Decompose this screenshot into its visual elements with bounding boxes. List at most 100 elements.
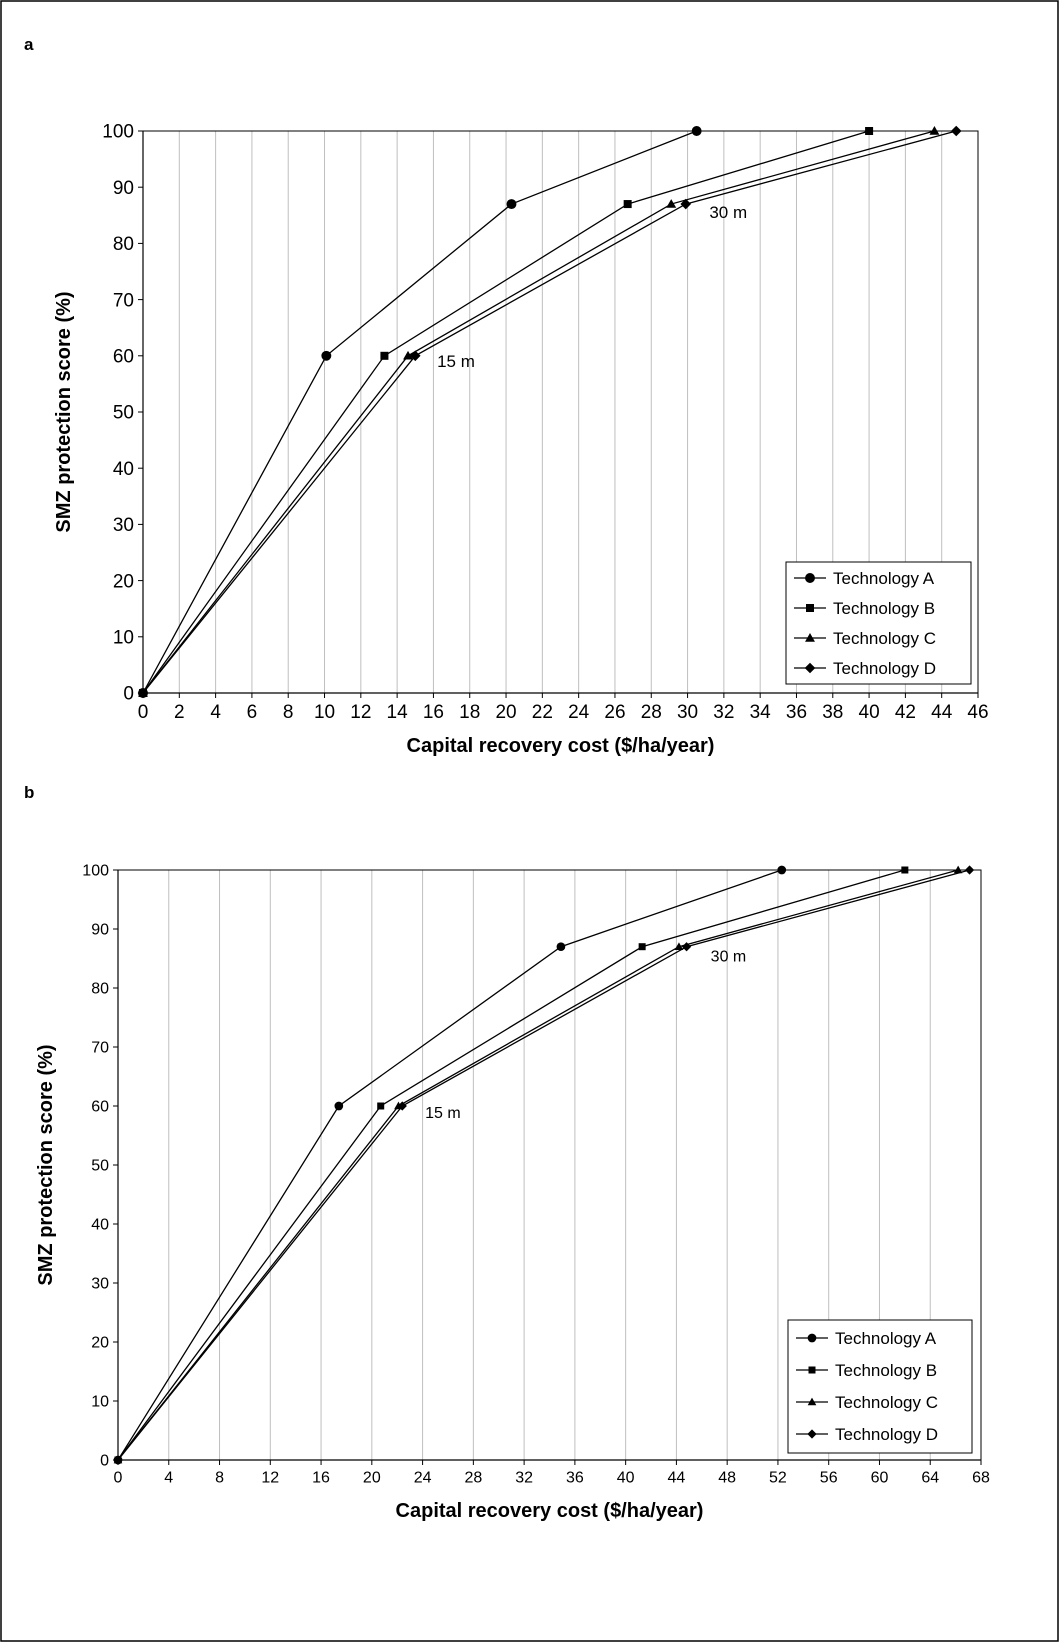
x-tick-label: 6	[247, 702, 258, 723]
data-point-diamond	[950, 125, 962, 137]
y-tick-label: 30	[113, 515, 134, 536]
x-tick-label: 68	[972, 1470, 990, 1487]
data-point-circle	[691, 126, 702, 136]
data-point-diamond	[680, 198, 692, 210]
panel-label: a	[24, 35, 34, 54]
y-tick-label: 40	[113, 459, 134, 480]
legend-label: Technology C	[835, 1393, 938, 1412]
legend-marker-circle	[805, 573, 815, 583]
data-point-square	[380, 351, 389, 360]
x-axis-title: Capital recovery cost ($/ha/year)	[407, 735, 715, 757]
chart-panel-a: a0 2 4 6 8 10 12 14 16 18 20 22 24 26 28 30 32 34 36 38 40 42…	[24, 35, 989, 757]
x-tick-label: 36	[566, 1470, 584, 1487]
x-tick-label: 28	[464, 1470, 482, 1487]
data-point-diamond	[681, 942, 692, 952]
x-tick-label: 8	[283, 702, 294, 723]
x-tick-label: 44	[931, 702, 953, 723]
data-point-diamond	[137, 687, 149, 699]
series-line-triangle	[117, 869, 959, 1461]
data-point-circle	[321, 350, 332, 361]
x-tick-label: 32	[515, 1470, 533, 1487]
legend-marker-circle	[807, 1333, 817, 1343]
series-line-diamond	[117, 869, 970, 1461]
y-tick-label: 50	[113, 403, 134, 424]
x-tick-label: 12	[261, 1470, 279, 1487]
x-tick-label: 0	[138, 702, 149, 723]
data-point-triangle	[403, 350, 413, 360]
x-tick-label: 34	[750, 702, 772, 723]
x-tick-label: 30	[677, 702, 698, 723]
x-tick-label: 2	[174, 702, 185, 723]
data-point-diamond	[113, 1455, 123, 1465]
legend-label: Technology A	[833, 569, 935, 588]
y-tick-label: 80	[91, 981, 109, 998]
data-point-diamond	[397, 1101, 407, 1111]
x-tick-label: 46	[967, 702, 988, 723]
legend-label: Technology D	[835, 1425, 938, 1444]
data-point-diamond	[964, 865, 975, 875]
x-tick-label: 4	[164, 1470, 173, 1487]
x-tick-label: 48	[718, 1470, 736, 1487]
data-point-circle	[556, 942, 566, 952]
y-tick-label: 30	[91, 1276, 109, 1293]
data-point-triangle	[953, 865, 963, 874]
x-tick-label: 42	[895, 702, 916, 723]
series-line-triangle	[142, 130, 935, 694]
x-tick-label: 24	[568, 702, 590, 723]
legend-label: Technology C	[833, 629, 936, 648]
y-tick-label: 10	[113, 627, 134, 648]
y-tick-label: 20	[113, 571, 134, 592]
legend-box	[785, 561, 972, 685]
y-tick-label: 20	[91, 1335, 109, 1352]
y-tick-label: 40	[91, 1217, 109, 1234]
data-point-square	[901, 866, 909, 874]
y-tick-label: 0	[123, 684, 134, 705]
legend-label: Technology A	[835, 1329, 937, 1348]
y-tick-label: 100	[82, 863, 109, 880]
y-tick-label: 60	[91, 1099, 109, 1116]
x-tick-label: 20	[363, 1470, 381, 1487]
data-point-circle	[506, 199, 517, 210]
y-tick-label: 0	[100, 1453, 109, 1470]
y-tick-label: 50	[91, 1158, 109, 1175]
legend-box	[787, 1319, 973, 1454]
legend-marker-triangle	[807, 1397, 817, 1406]
x-tick-label: 22	[532, 702, 553, 723]
y-tick-label: 100	[102, 122, 134, 143]
chart-panel-b: b0 4 8 12 16 20 24 28 32 36 40 44 48 52 56 60 64 68010203…	[24, 783, 990, 1522]
data-point-square	[377, 1102, 385, 1110]
data-point-circle	[777, 865, 787, 875]
x-axis-title: Capital recovery cost ($/ha/year)	[396, 1500, 704, 1522]
x-tick-label: 10	[314, 702, 335, 723]
x-tick-label: 40	[617, 1470, 635, 1487]
legend-marker-triangle	[805, 633, 815, 642]
x-tick-label: 40	[859, 702, 880, 723]
series-line-circle	[142, 130, 697, 694]
y-tick-label: 90	[113, 178, 134, 199]
buffer-width-annotation: 30 m	[709, 203, 747, 222]
x-tick-label: 20	[495, 702, 516, 723]
data-point-triangle	[674, 942, 684, 950]
x-tick-label: 12	[350, 702, 371, 723]
series-line-circle	[117, 869, 782, 1461]
x-tick-label: 16	[312, 1470, 330, 1487]
buffer-width-annotation: 15 m	[437, 352, 475, 371]
panel-label: b	[24, 783, 34, 802]
x-tick-label: 32	[713, 702, 734, 723]
x-tick-label: 28	[641, 702, 662, 723]
x-tick-label: 64	[921, 1470, 939, 1487]
x-tick-label: 24	[414, 1470, 432, 1487]
data-point-triangle	[929, 126, 940, 135]
series-line-diamond	[142, 130, 957, 694]
legend-marker-square	[806, 604, 814, 612]
data-point-triangle	[666, 199, 677, 208]
buffer-width-annotation: 15 m	[425, 1105, 461, 1122]
buffer-width-annotation: 30 m	[711, 948, 747, 965]
x-tick-label: 38	[822, 702, 843, 723]
x-tick-label: 26	[604, 702, 625, 723]
legend-marker-square	[808, 1366, 816, 1374]
series-line-square	[142, 130, 870, 694]
y-axis-title: SMZ protection score (%)	[53, 291, 75, 532]
